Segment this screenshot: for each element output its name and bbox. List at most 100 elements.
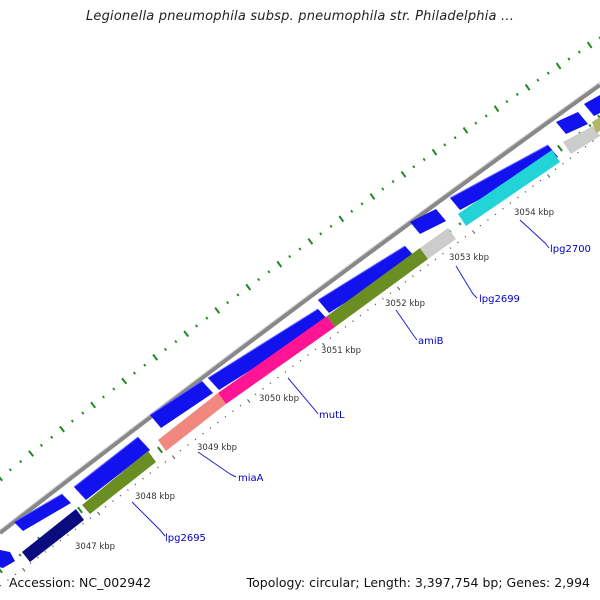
axis-tick xyxy=(419,269,422,272)
gene-arrow[interactable] xyxy=(74,437,150,500)
track-dot xyxy=(577,50,581,54)
axis-tick xyxy=(509,202,512,204)
track-dot xyxy=(412,165,416,169)
track-dot xyxy=(267,270,271,274)
track-dot xyxy=(112,387,116,391)
gene-arrow[interactable] xyxy=(410,209,446,234)
track-dot xyxy=(431,148,438,156)
gene-arrow[interactable] xyxy=(14,494,71,531)
axis-tick xyxy=(284,370,287,373)
gene-bar-silver[interactable] xyxy=(563,126,600,154)
gene-arrow[interactable] xyxy=(450,145,558,210)
track-dot xyxy=(567,57,571,61)
gene-bar-khaki[interactable] xyxy=(592,117,600,133)
track-dot xyxy=(493,105,500,113)
track-dot xyxy=(555,62,562,70)
backbone-arc-highlight xyxy=(0,81,600,531)
track-dot xyxy=(307,238,314,245)
axis-tick xyxy=(382,297,384,300)
tick-label: 3052 kbp xyxy=(385,299,425,309)
axis-tick xyxy=(427,264,429,266)
gene-arrow[interactable] xyxy=(0,548,15,568)
gene-label[interactable]: lpg2695 xyxy=(165,533,206,544)
track-dot xyxy=(422,157,426,162)
track-dot xyxy=(484,114,488,118)
gene-arrow[interactable] xyxy=(150,381,213,428)
track-dot xyxy=(152,353,159,361)
axis-tick xyxy=(517,196,519,199)
axis-tick xyxy=(577,151,579,154)
tick-labels: 3047 kbp 3048 kbp 3049 kbp 3050 kbp 3051… xyxy=(75,208,554,552)
track-dot xyxy=(400,170,407,178)
tick-label: 3051 kbp xyxy=(321,346,361,356)
track-dot xyxy=(8,468,12,472)
track-dot xyxy=(443,143,447,147)
axis-tick xyxy=(479,224,482,227)
gene-bar-cyan[interactable] xyxy=(458,150,560,226)
gene-label[interactable]: amiB xyxy=(418,336,444,347)
axis-tick xyxy=(112,500,114,503)
axis-tick xyxy=(172,455,176,460)
axis-tick xyxy=(584,145,587,148)
axis-tick xyxy=(202,432,204,435)
track-dot xyxy=(257,277,261,282)
axis-tick xyxy=(367,309,369,311)
track-dot xyxy=(0,476,3,482)
gene-arrow[interactable] xyxy=(556,112,588,134)
axis-tick xyxy=(292,365,294,368)
axis-tick xyxy=(59,539,62,542)
gene-arrow[interactable] xyxy=(584,95,600,116)
track-dot xyxy=(59,425,65,433)
gene-arrow[interactable] xyxy=(208,309,329,390)
track-dot xyxy=(453,136,457,140)
axis-tick xyxy=(0,584,2,587)
axis-tick xyxy=(404,280,407,283)
track-dot xyxy=(524,83,531,91)
track-dot xyxy=(391,179,395,184)
gene-label[interactable]: miaA xyxy=(238,473,264,484)
gene-bar-salmon[interactable] xyxy=(158,393,226,451)
axis-tick xyxy=(104,505,107,508)
track-dot xyxy=(505,100,509,104)
axis-tick xyxy=(442,252,444,255)
gene-bar-navy[interactable] xyxy=(22,509,84,562)
gene-bar-pink[interactable] xyxy=(218,316,335,404)
axis-tick xyxy=(472,230,476,235)
axis-tick xyxy=(37,556,39,559)
axis-tick xyxy=(547,174,551,178)
axis-tick xyxy=(397,286,401,291)
gene-labels: lpg2695 miaA mutL amiB lpg2699 lpg2700 xyxy=(165,244,591,544)
tick-label: 3053 kbp xyxy=(449,253,489,263)
axis-tick xyxy=(119,494,122,497)
track-dot xyxy=(0,568,3,574)
axis-tick xyxy=(254,393,257,396)
track-dot xyxy=(50,435,54,439)
reverse-strand-track xyxy=(22,117,600,562)
axis-tick xyxy=(562,162,564,165)
axis-tick xyxy=(164,460,167,463)
tick-label: 3049 kbp xyxy=(197,443,237,453)
gene-label[interactable]: lpg2700 xyxy=(550,244,591,255)
gene-bar-gray[interactable] xyxy=(420,228,456,259)
axis-tick xyxy=(412,275,414,278)
track-dot xyxy=(163,347,168,352)
axis-tick xyxy=(307,354,309,356)
axis-tick xyxy=(232,410,234,413)
axis-tick xyxy=(209,427,212,430)
axis-tick xyxy=(142,477,144,480)
axis-tick xyxy=(299,359,302,362)
gene-label[interactable]: lpg2699 xyxy=(479,294,520,305)
track-dot xyxy=(515,92,519,97)
gene-label[interactable]: mutL xyxy=(319,410,345,421)
axis-tick xyxy=(524,190,527,193)
track-dot xyxy=(462,126,469,134)
gene-arrow[interactable] xyxy=(318,246,416,313)
track-dot xyxy=(474,121,478,125)
gene-bar-green[interactable] xyxy=(327,248,428,327)
axis-tick xyxy=(487,219,489,221)
gene-bar-olive[interactable] xyxy=(82,451,156,514)
track-dot xyxy=(195,324,199,328)
axis-tick xyxy=(262,387,264,390)
track-dot xyxy=(101,395,105,399)
